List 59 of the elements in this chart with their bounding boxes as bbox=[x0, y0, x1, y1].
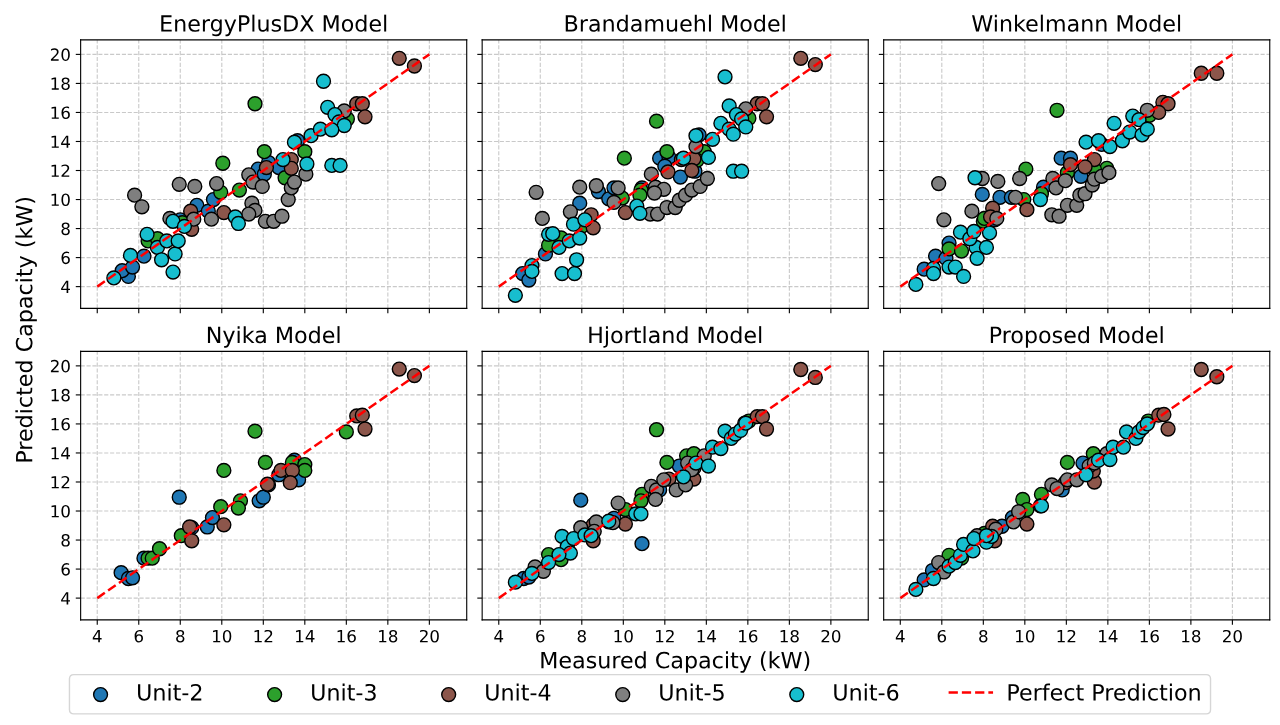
legend-label: Perfect Prediction bbox=[1008, 683, 1200, 701]
y-tick-label: 12 bbox=[51, 475, 70, 489]
x-tick-label: 18 bbox=[379, 629, 398, 643]
y-tick-label: 20 bbox=[50, 48, 70, 61]
x-tick-label: 20 bbox=[821, 629, 841, 643]
y-tick-label: 6 bbox=[61, 563, 70, 576]
x-tick-label: 16 bbox=[1140, 629, 1159, 643]
chart-title: Brandamuehl Model bbox=[565, 14, 785, 32]
x-tick-label: 14 bbox=[296, 630, 315, 643]
x-tick-label: 8 bbox=[577, 629, 586, 643]
x-tick-label: 12 bbox=[254, 629, 273, 643]
x-tick-label: 4 bbox=[895, 630, 905, 643]
x-tick-label: 6 bbox=[536, 629, 545, 643]
x-tick-label: 8 bbox=[176, 629, 185, 643]
x-tick-label: 16 bbox=[337, 629, 356, 643]
legend-label: Unit-6 bbox=[834, 683, 899, 701]
y-tick-label: 6 bbox=[61, 251, 70, 265]
y-axis-title: Predicted Capacity (kW) bbox=[15, 197, 37, 462]
x-tick-label: 6 bbox=[134, 629, 144, 643]
y-tick-label: 14 bbox=[51, 135, 70, 148]
y-tick-label: 4 bbox=[61, 592, 70, 605]
x-tick-label: 14 bbox=[697, 630, 716, 643]
x-tick-label: 18 bbox=[780, 629, 799, 643]
x-tick-label: 10 bbox=[1016, 629, 1035, 643]
x-tick-label: 4 bbox=[494, 630, 504, 643]
x-tick-label: 14 bbox=[1099, 630, 1118, 643]
y-tick-label: 18 bbox=[51, 77, 70, 90]
x-tick-label: 6 bbox=[937, 629, 947, 643]
chart-title: Hjortland Model bbox=[589, 326, 762, 348]
x-tick-label: 20 bbox=[1223, 629, 1242, 643]
chart-title: Nyika Model bbox=[207, 326, 340, 348]
y-tick-label: 16 bbox=[51, 106, 70, 120]
legend-label: Unit-3 bbox=[312, 683, 376, 701]
y-tick-label: 8 bbox=[61, 222, 70, 236]
y-tick-label: 12 bbox=[51, 164, 70, 177]
chart-title: Winkelmann Model bbox=[972, 14, 1181, 32]
x-tick-label: 20 bbox=[419, 629, 439, 643]
y-tick-label: 10 bbox=[51, 193, 70, 207]
x-tick-label: 8 bbox=[979, 629, 988, 643]
y-tick-label: 20 bbox=[50, 359, 70, 373]
y-tick-label: 10 bbox=[51, 504, 70, 518]
x-tick-label: 12 bbox=[656, 629, 674, 643]
x-tick-label: 10 bbox=[213, 629, 232, 643]
x-tick-label: 12 bbox=[1057, 629, 1076, 643]
y-tick-label: 8 bbox=[61, 534, 70, 547]
legend-label: Unit-5 bbox=[660, 683, 724, 701]
legend-label: Unit-2 bbox=[138, 683, 202, 701]
x-tick-label: 4 bbox=[92, 630, 102, 643]
x-tick-label: 16 bbox=[739, 629, 758, 643]
y-tick-label: 14 bbox=[51, 447, 70, 460]
y-tick-label: 4 bbox=[61, 280, 70, 293]
chart-title: EnergyPlusDX Model bbox=[161, 14, 387, 37]
y-tick-label: 18 bbox=[51, 388, 70, 402]
x-tick-label: 18 bbox=[1182, 629, 1201, 643]
legend-label: Unit-4 bbox=[486, 683, 551, 701]
x-axis-title: Measured Capacity (kW) bbox=[541, 651, 810, 673]
y-tick-label: 16 bbox=[51, 417, 70, 431]
x-tick-label: 10 bbox=[614, 629, 633, 643]
chart-title: Proposed Model bbox=[990, 326, 1163, 348]
